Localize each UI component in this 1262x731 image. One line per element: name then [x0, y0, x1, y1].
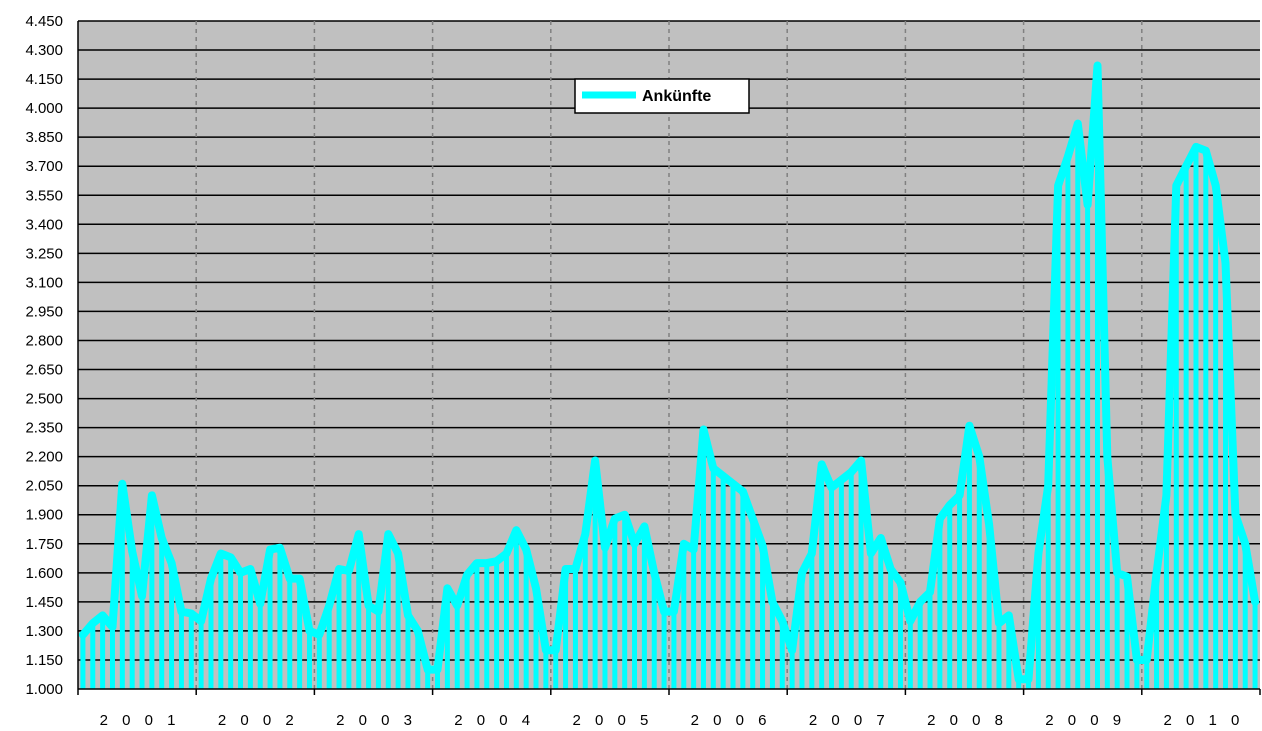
- y-tick-label: 1.150: [25, 652, 63, 669]
- y-tick-label: 3.250: [25, 245, 63, 262]
- y-tick-label: 4.450: [25, 13, 63, 30]
- y-tick-label: 3.550: [25, 187, 63, 204]
- y-tick-label: 1.000: [25, 681, 63, 698]
- legend-label: Ankünfte: [642, 88, 711, 105]
- x-tick-label: 2 0 0 8: [927, 712, 1008, 729]
- plot-area: [78, 21, 1260, 689]
- x-tick-label: 2 0 0 6: [691, 712, 772, 729]
- y-tick-label: 3.400: [25, 216, 63, 233]
- y-tick-label: 3.850: [25, 129, 63, 146]
- y-tick-label: 4.300: [25, 42, 63, 59]
- y-tick-label: 2.050: [25, 478, 63, 495]
- y-tick-labels: 1.000 1.150 1.300 1.450 1.600 1.750 1.900 2.050…: [25, 13, 63, 698]
- legend: Ankünfte: [574, 78, 750, 114]
- y-tick-label: 2.950: [25, 303, 63, 320]
- y-tick-label: 4.000: [25, 100, 63, 117]
- x-tick-label: 2 0 0 4: [454, 712, 535, 729]
- x-tick-label: 2 0 1 0: [1163, 712, 1244, 729]
- x-tick-label: 2 0 0 9: [1045, 712, 1126, 729]
- y-tick-label: 4.150: [25, 71, 63, 88]
- y-tick-label: 2.800: [25, 332, 63, 349]
- y-tick-label: 1.450: [25, 594, 63, 611]
- vertical-gridlines: [77, 21, 1261, 695]
- y-tick-label: 3.100: [25, 274, 63, 291]
- y-tick-label: 2.200: [25, 449, 63, 466]
- y-tick-label: 2.350: [25, 420, 63, 437]
- y-tick-label: 2.500: [25, 391, 63, 408]
- y-tick-label: 1.600: [25, 565, 63, 582]
- y-tick-label: 1.750: [25, 536, 63, 553]
- y-tick-label: 1.900: [25, 507, 63, 524]
- x-tick-label: 2 0 0 1: [100, 712, 181, 729]
- x-tick-label: 2 0 0 5: [572, 712, 653, 729]
- y-tick-label: 1.300: [25, 623, 63, 640]
- x-tick-label: 2 0 0 7: [809, 712, 890, 729]
- x-tick-label: 2 0 0 3: [336, 712, 417, 729]
- series-area: [78, 61, 1260, 689]
- y-tick-label: 2.650: [25, 362, 63, 379]
- y-tick-label: 3.700: [25, 158, 63, 175]
- x-tick-labels: 2 0 0 1 2 0 0 2 2 0 0 3 2 0 0 4 2 0 0 5 2 0 0…: [100, 712, 1244, 729]
- series-line: [78, 61, 1260, 684]
- x-tick-label: 2 0 0 2: [218, 712, 299, 729]
